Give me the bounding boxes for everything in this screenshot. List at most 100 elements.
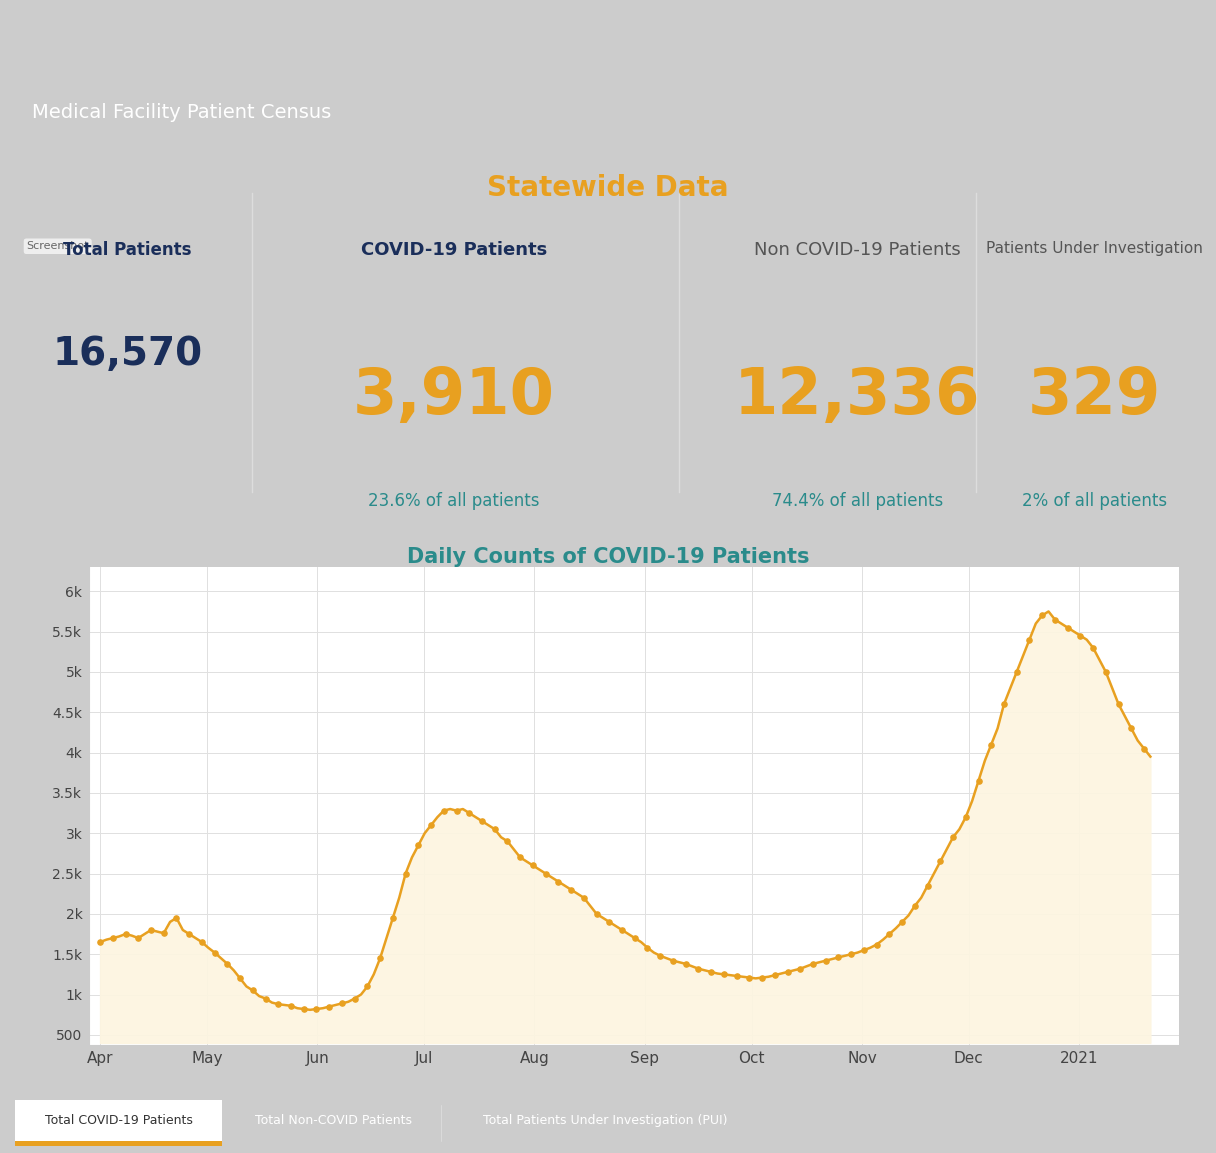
Point — [688, 959, 708, 978]
Point — [663, 951, 682, 970]
Point — [320, 997, 339, 1016]
Point — [893, 913, 912, 932]
Point — [446, 801, 466, 820]
Point — [472, 812, 491, 830]
Text: COVID-19 Patients: COVID-19 Patients — [361, 241, 547, 259]
Point — [434, 801, 454, 820]
Point — [383, 909, 402, 927]
Text: Statewide Data: Statewide Data — [488, 174, 728, 202]
Point — [879, 925, 899, 943]
Point — [995, 695, 1014, 714]
Point — [905, 897, 924, 915]
Point — [180, 925, 199, 943]
Text: Screenshot: Screenshot — [27, 241, 89, 251]
Text: 74.4% of all patients: 74.4% of all patients — [772, 492, 942, 511]
Point — [1109, 695, 1128, 714]
Point — [930, 852, 950, 871]
Point — [421, 816, 440, 835]
Point — [536, 865, 556, 883]
Point — [192, 933, 212, 951]
Point — [625, 929, 644, 948]
Point — [1121, 719, 1141, 738]
Point — [243, 981, 263, 1000]
Point — [230, 970, 249, 988]
Point — [1046, 610, 1065, 628]
Text: 23.6% of all patients: 23.6% of all patients — [368, 492, 540, 511]
Point — [103, 929, 123, 948]
Point — [637, 939, 657, 957]
Point — [497, 832, 517, 851]
Point — [154, 924, 174, 942]
Point — [599, 913, 619, 932]
Point — [1096, 663, 1115, 681]
Text: Total Patients Under Investigation (PUI): Total Patients Under Investigation (PUI) — [484, 1114, 728, 1128]
Point — [358, 978, 377, 996]
Text: 12,336: 12,336 — [734, 364, 980, 427]
Text: Total COVID-19 Patients: Total COVID-19 Patients — [45, 1114, 192, 1128]
Bar — [15, 1100, 223, 1146]
Point — [574, 889, 593, 907]
Point — [269, 995, 288, 1013]
Point — [778, 963, 798, 981]
Point — [281, 996, 300, 1015]
Point — [206, 943, 225, 962]
Point — [255, 989, 275, 1008]
Point — [1083, 639, 1103, 657]
Text: 329: 329 — [1028, 364, 1161, 427]
Point — [804, 955, 823, 973]
Text: Daily Counts of COVID-19 Patients: Daily Counts of COVID-19 Patients — [406, 548, 810, 567]
Point — [1070, 626, 1090, 645]
Point — [396, 865, 416, 883]
Point — [587, 905, 607, 924]
Bar — [15, 1141, 223, 1146]
Point — [841, 945, 861, 964]
Point — [651, 947, 670, 965]
Point — [676, 955, 696, 973]
Point — [129, 929, 148, 948]
Point — [918, 876, 938, 895]
Point — [714, 965, 733, 984]
Point — [956, 808, 975, 827]
Point — [511, 849, 530, 867]
Point — [1020, 631, 1040, 649]
Point — [218, 955, 237, 973]
Point — [854, 941, 873, 959]
Point — [727, 966, 747, 985]
Point — [867, 935, 886, 954]
Point — [141, 921, 161, 940]
Text: Total Non-COVID Patients: Total Non-COVID Patients — [255, 1114, 412, 1128]
Point — [765, 966, 784, 985]
Point — [371, 949, 390, 967]
Point — [409, 836, 428, 854]
Text: Medical Facility Patient Census: Medical Facility Patient Census — [33, 104, 332, 122]
Point — [167, 909, 186, 927]
Point — [981, 736, 1001, 754]
Point — [523, 857, 542, 875]
Text: Total Patients: Total Patients — [63, 241, 192, 259]
Point — [294, 1000, 314, 1018]
Point — [944, 828, 963, 846]
Point — [306, 1000, 326, 1018]
Point — [1007, 663, 1026, 681]
Point — [702, 963, 721, 981]
Point — [1135, 739, 1154, 758]
Point — [969, 771, 989, 790]
Point — [116, 925, 135, 943]
Point — [332, 994, 351, 1012]
Text: 3,910: 3,910 — [353, 364, 554, 427]
Point — [485, 820, 505, 838]
Point — [460, 804, 479, 822]
Point — [739, 969, 759, 987]
Point — [548, 873, 568, 891]
Text: 16,570: 16,570 — [52, 334, 202, 372]
Text: Patients Under Investigation: Patients Under Investigation — [986, 241, 1203, 256]
Point — [753, 969, 772, 987]
Point — [1058, 618, 1077, 636]
Text: Non COVID-19 Patients: Non COVID-19 Patients — [754, 241, 961, 259]
Point — [345, 989, 365, 1008]
Point — [1032, 606, 1052, 625]
Text: 2% of all patients: 2% of all patients — [1021, 492, 1167, 511]
Point — [90, 933, 109, 951]
Point — [790, 959, 810, 978]
Point — [829, 948, 849, 966]
